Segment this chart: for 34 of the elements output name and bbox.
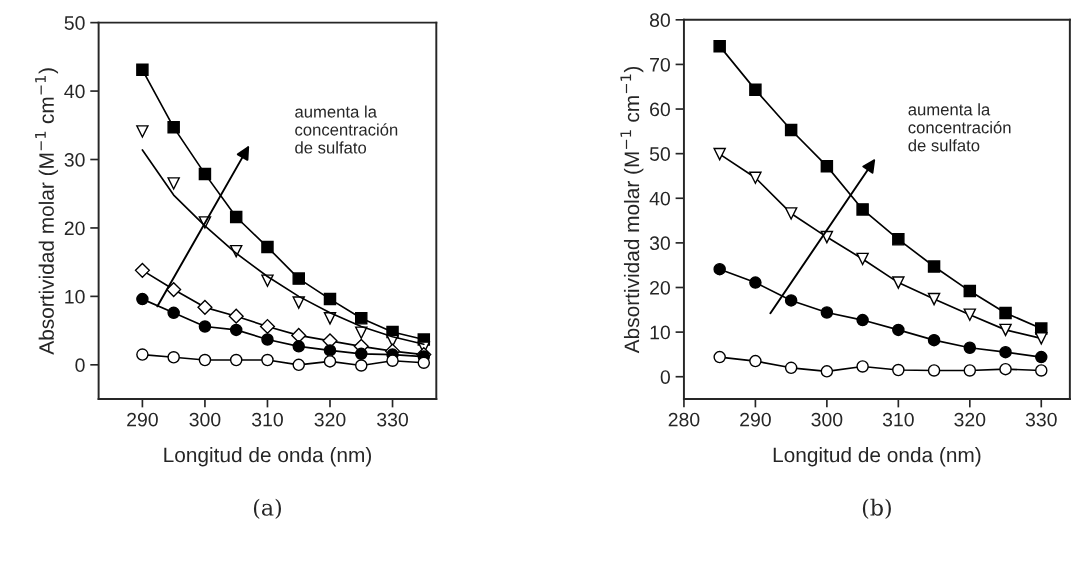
text: (b) [862,498,891,519]
y-tick-label: 10 [65,289,85,304]
y-tick-label: 20 [64,221,85,236]
y-tick-label: 80 [649,13,670,28]
y-tick-label: 40 [64,84,85,99]
y-tick-label: 70 [650,57,670,72]
y-tick-label: 50 [64,16,85,30]
annotation: aumenta la concentración de sulfato [295,105,398,154]
x-tick-label: 320 [314,412,346,427]
x-tick-label: 310 [251,412,283,427]
y-tick-label: 0 [75,358,85,373]
x-axis-title: Longitud de onda (nm) [164,447,371,467]
x-axis-title: Longitud de onda (nm) [773,447,981,467]
x-tick-label: 300 [189,412,221,427]
x-tick-label: 290 [127,412,158,427]
y-axis-title: Absortividad molar (M$^{−1}$ cm$^{−1}$) [620,66,644,354]
x-tick-label: 290 [740,412,771,427]
y-tick-label: 20 [650,280,670,295]
y-tick-label: 50 [649,147,670,161]
annotation: aumenta la concentración de sulfato [908,103,1011,152]
y-tick-label: 10 [650,325,670,340]
y-axis-title: Absortividad molar (M$^{−1}$ cm$^{−1}$) [35,68,59,355]
y-tick-label: 40 [649,191,670,206]
x-tick-label: 300 [811,412,843,427]
y-tick-label: 60 [650,102,670,117]
y-tick-label: 30 [64,152,85,167]
x-tick-label: 320 [954,412,986,427]
x-tick-label: 310 [882,412,914,427]
x-tick-label: 280 [668,412,700,427]
x-tick-label: 330 [377,412,408,427]
y-tick-label: 0 [660,370,670,384]
y-tick-label: 30 [649,236,670,251]
x-tick-label: 330 [1025,412,1057,427]
text: (a) [253,498,281,519]
